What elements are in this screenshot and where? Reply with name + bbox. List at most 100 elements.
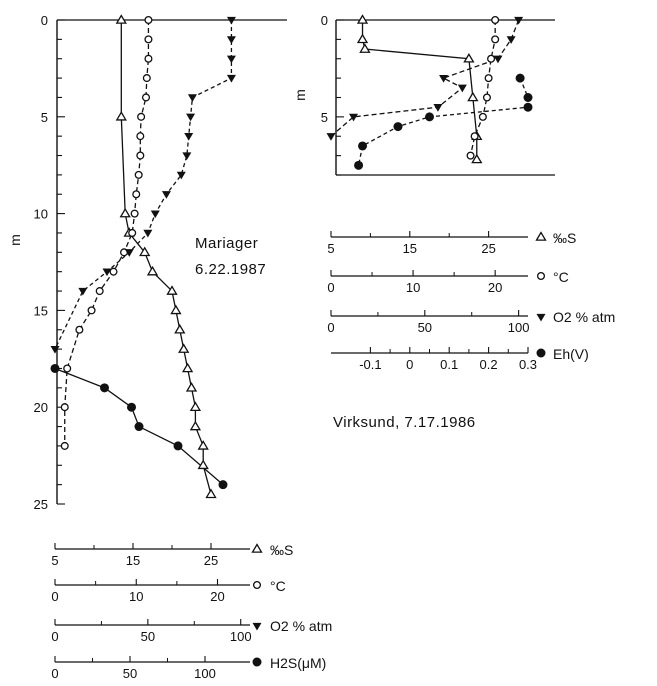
data-point-t [484, 74, 493, 83]
data-point-t [136, 151, 145, 160]
scale-tick-label: 5 [327, 241, 334, 256]
data-point-o2 [186, 113, 196, 122]
data-point-o2 [161, 191, 171, 199]
data-point-t [63, 364, 72, 373]
series-line-s [120, 20, 212, 495]
o2-scale-label: O2 % atm [270, 618, 332, 634]
s-scale-label: ‰S [270, 542, 293, 558]
scale-tick-label: 100 [194, 666, 216, 681]
depth-tick-label: 20 [34, 400, 48, 415]
data-point-t [75, 325, 84, 334]
scale-tick-label: 0 [51, 589, 58, 604]
data-point-h2s [218, 480, 228, 490]
data-point-t [487, 54, 496, 63]
data-point-s [197, 459, 209, 470]
data-point-s [463, 52, 475, 63]
scale-tick-label: 15 [403, 241, 417, 256]
data-point-s [178, 343, 190, 353]
site-label: Virksund, 7.17.1986 [333, 414, 476, 431]
data-point-o2 [226, 16, 236, 25]
data-point-t [141, 93, 151, 102]
date-label: 6.22.1987 [195, 261, 266, 278]
scale-tick-label: 0 [51, 629, 58, 644]
series-line-s [361, 20, 478, 160]
data-point-t [144, 54, 153, 63]
o2-scale-label: O2 % atm [553, 309, 615, 325]
data-point-t [482, 93, 491, 102]
chart-2 [330, 19, 555, 354]
scale-tick-label: 100 [230, 629, 252, 644]
depth-tick-label: 10 [34, 207, 48, 222]
scale-tick-label: 0 [327, 320, 334, 335]
series-line-o2 [54, 20, 233, 350]
scale-tick-label: 50 [123, 666, 137, 681]
data-point-t [60, 403, 69, 412]
data-point-t [95, 287, 104, 296]
scale-tick-label: 15 [126, 553, 140, 568]
depth-axis-label: m [292, 89, 308, 101]
data-point-eh [354, 160, 364, 170]
data-point-o2 [50, 345, 60, 354]
scale-tick-label: 0.3 [519, 357, 537, 372]
site-label: Mariager [195, 235, 258, 252]
depth-tick-label: 0 [321, 13, 328, 28]
data-point-eh [523, 93, 533, 102]
data-point-t [491, 15, 500, 25]
scale-tick-label: 0.1 [440, 357, 458, 372]
data-point-o2 [102, 268, 112, 277]
data-point-o2 [514, 16, 524, 25]
scale-tick-label: 10 [406, 280, 420, 295]
eh-legend-marker [536, 348, 546, 358]
data-point-t [136, 132, 145, 141]
data-point-t [470, 132, 479, 141]
data-point-s [170, 304, 182, 315]
data-point-o2 [150, 210, 160, 219]
s-scale-label: ‰S [553, 230, 576, 246]
depth-tick-label: 5 [41, 110, 48, 125]
data-point-t [137, 112, 146, 121]
depth-tick-label: 15 [34, 303, 48, 318]
data-point-t [134, 170, 143, 179]
h2s-legend-marker [252, 657, 262, 667]
data-point-o2 [184, 133, 194, 141]
data-point-s [185, 382, 198, 392]
data-point-s [166, 285, 178, 295]
data-point-s [115, 111, 127, 121]
depth-tick-label: 5 [321, 110, 328, 125]
scale-tick-label: 25 [204, 553, 218, 568]
data-point-s [174, 323, 186, 334]
scale-tick-label: 0 [327, 280, 334, 295]
data-point-o2 [349, 113, 359, 122]
depth-tick-label: 25 [34, 497, 48, 512]
t-legend-marker [536, 271, 546, 281]
data-point-o2 [493, 55, 503, 64]
data-point-s [471, 153, 483, 164]
scale-tick-label: 0 [406, 357, 413, 372]
data-point-o2 [143, 229, 153, 238]
s-legend-marker [251, 543, 263, 553]
depth-tick-label: 0 [41, 13, 48, 28]
scale-tick-label: 50 [141, 629, 155, 644]
data-point-o2 [187, 94, 197, 102]
series-line-h2s [54, 367, 224, 486]
data-point-eh [425, 112, 434, 122]
data-point-eh [515, 73, 525, 83]
scale-tick-label: 10 [129, 589, 143, 604]
data-point-h2s [127, 402, 136, 412]
data-point-eh [358, 141, 368, 151]
data-point-o2 [78, 287, 88, 296]
data-point-t [87, 306, 96, 315]
data-point-o2 [433, 104, 443, 112]
o2-legend-marker [252, 622, 262, 631]
scale-tick-label: 0.2 [480, 357, 498, 372]
depth-axis-label: m [7, 234, 23, 246]
scale-tick-label: 25 [481, 241, 495, 256]
data-point-h2s [100, 383, 109, 393]
s-legend-marker [535, 231, 547, 241]
data-point-eh [523, 102, 533, 112]
scale-tick-label: 20 [488, 280, 502, 295]
scale-tick-label: 100 [508, 320, 530, 335]
data-point-o2 [326, 133, 336, 141]
data-point-o2 [506, 36, 516, 44]
